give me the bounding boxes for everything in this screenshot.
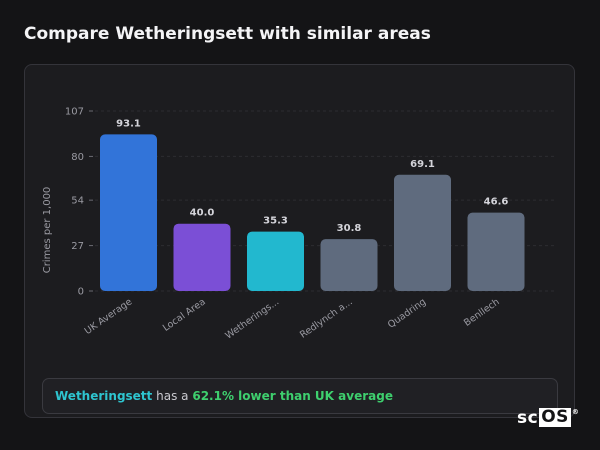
- x-axis-label-1: Local Area: [161, 296, 208, 333]
- y-tick-label: 0: [78, 287, 84, 298]
- y-tick-label: 27: [71, 241, 84, 252]
- value-label-3: 30.8: [337, 223, 362, 234]
- bar-4[interactable]: [394, 174, 451, 291]
- bar-2[interactable]: [247, 231, 304, 291]
- summary-banner: Wetheringsett has a 62.1% lower than UK …: [42, 378, 558, 414]
- summary-connector: has a: [156, 389, 189, 403]
- bar-5[interactable]: [467, 212, 525, 291]
- y-tick-label: 80: [71, 152, 84, 163]
- value-label-5: 46.6: [484, 197, 509, 208]
- summary-area-name: Wetheringsett: [55, 389, 153, 403]
- x-axis-label-3: Redlynch a...: [298, 296, 355, 340]
- crime-bar-chart: 0 27 54 80 107 Crimes per 1,000 93.1 40.0 35.3…: [42, 107, 555, 342]
- comparison-card: 0 27 54 80 107 Crimes per 1,000 93.1 40.0 35.3…: [24, 64, 575, 418]
- scos-logo: sc OS ®: [517, 407, 580, 429]
- y-axis-label: Crimes per 1,000: [42, 187, 53, 274]
- value-label-1: 40.0: [190, 208, 215, 219]
- bar-1[interactable]: [173, 223, 231, 291]
- x-axis-labels: UK Average Local Area Wetherings... Redlync…: [83, 296, 502, 341]
- x-axis-label-4: Quadring: [386, 296, 428, 330]
- value-label-2: 35.3: [263, 216, 288, 227]
- summary-comparison: 62.1% lower than UK average: [192, 389, 393, 403]
- x-axis-label-5: Benllech: [462, 296, 502, 328]
- y-tick-label: 107: [65, 107, 84, 118]
- bar-3[interactable]: [320, 239, 378, 291]
- y-tick-label: 54: [71, 196, 84, 207]
- bars: [100, 134, 525, 291]
- x-axis-label-2: Wetherings...: [223, 296, 281, 341]
- value-label-0: 93.1: [116, 118, 141, 129]
- value-label-4: 69.1: [410, 159, 435, 170]
- bar-0[interactable]: [100, 134, 157, 291]
- y-axis-ticks: 0 27 54 80 107: [65, 107, 93, 298]
- page-title: Compare Wetheringsett with similar areas: [24, 24, 431, 44]
- value-labels: 93.1 40.0 35.3 30.8 69.1 46.6: [116, 118, 508, 234]
- x-axis-label-0: UK Average: [83, 296, 135, 337]
